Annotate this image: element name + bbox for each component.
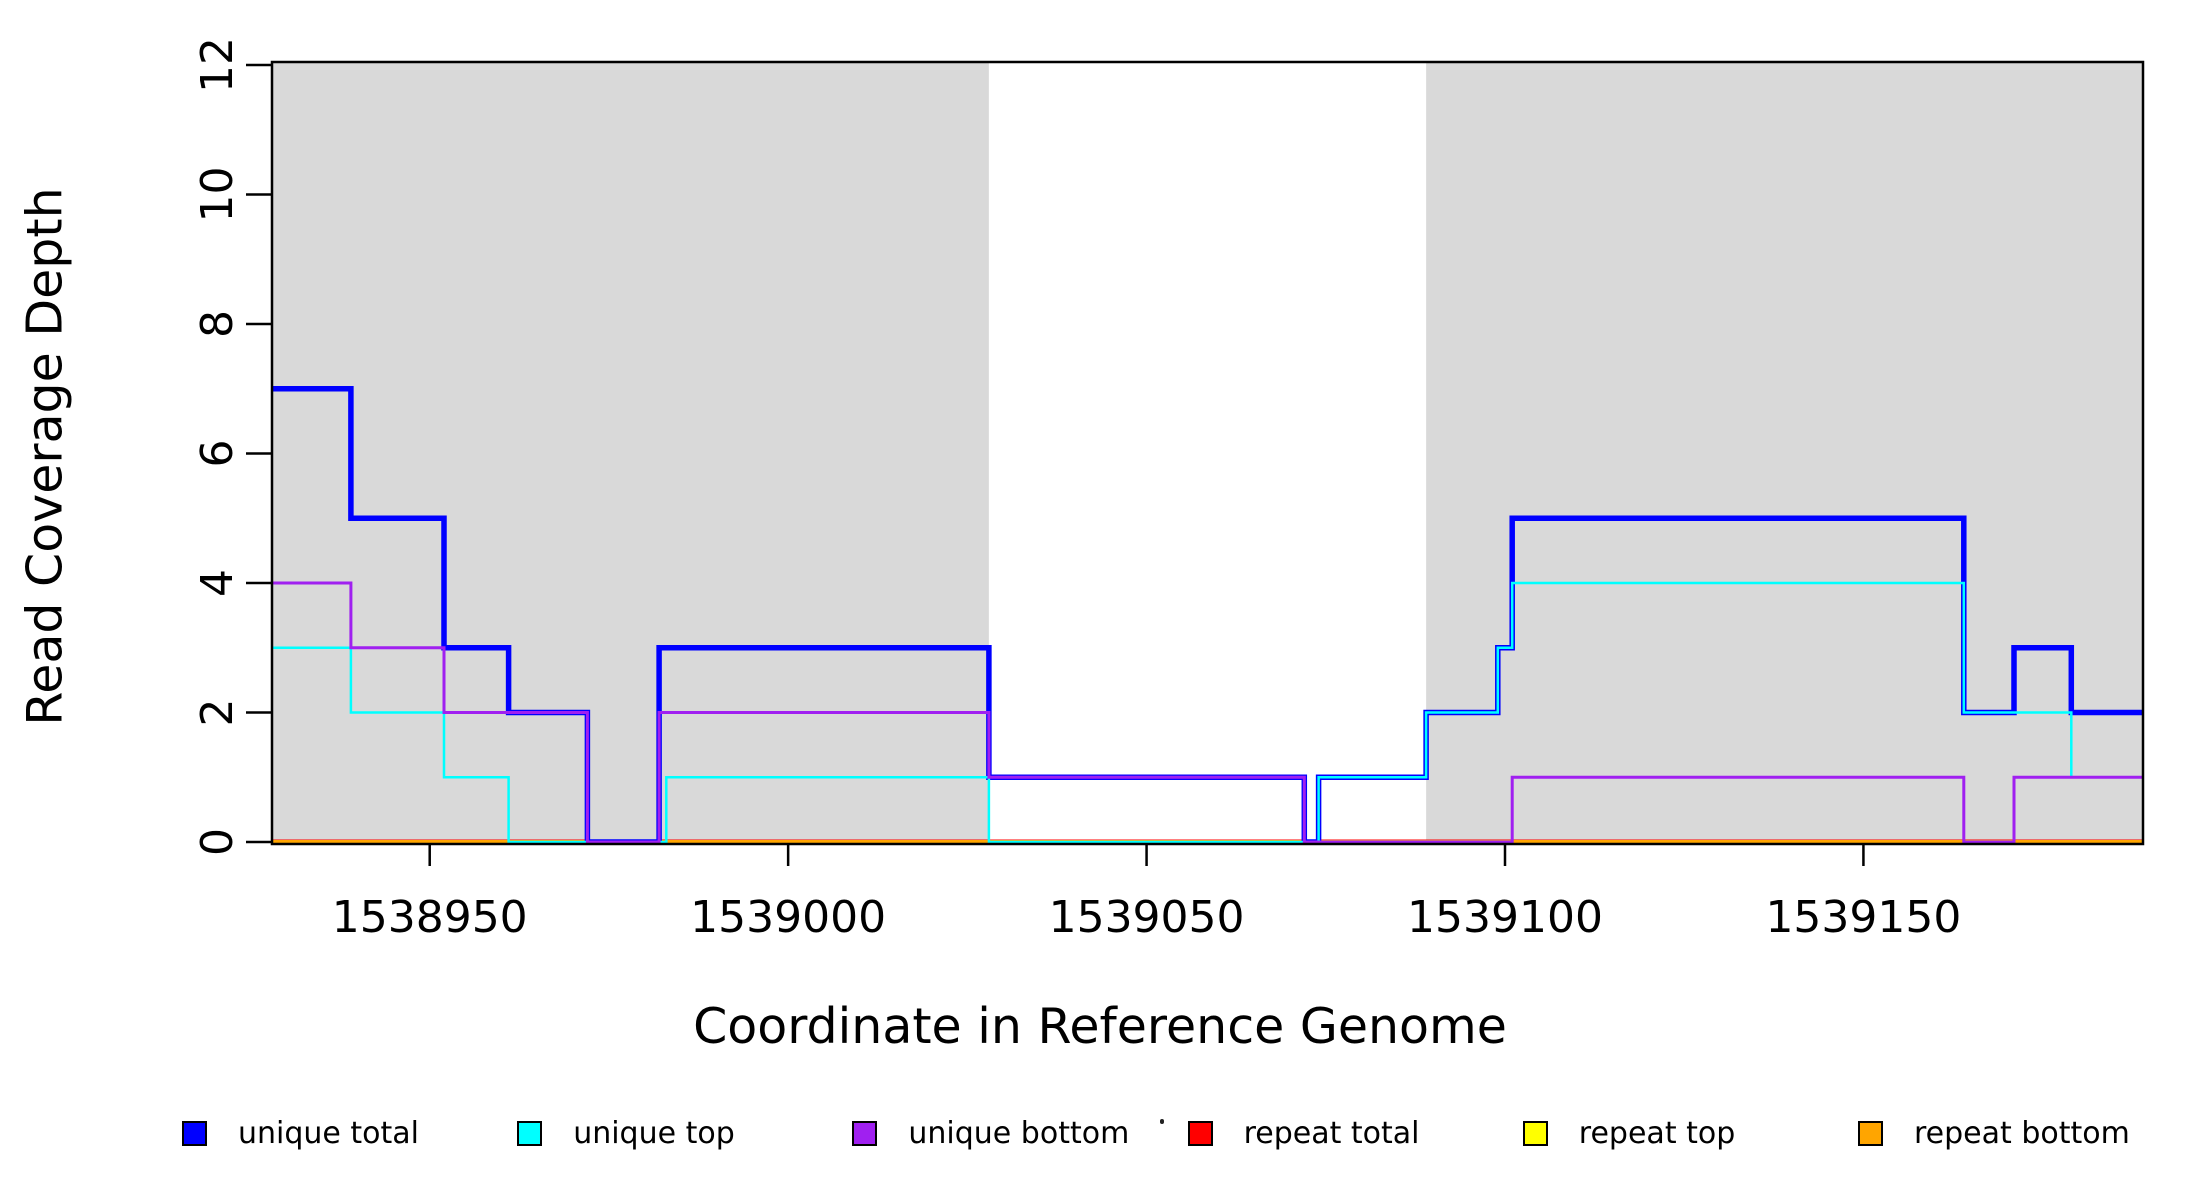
legend-label: repeat bottom [1914,1115,2130,1151]
y-tick-label: 8 [192,310,243,338]
legend-item-repeat-bottom: repeat bottom [1858,1115,2130,1151]
x-tick-label: 1539150 [1765,892,1961,943]
legend-item-repeat-top: repeat top [1522,1115,1736,1151]
shaded-region [1426,63,2143,843]
legend-label: repeat top [1578,1115,1736,1151]
series-line-unique-bottom [272,581,2143,844]
x-tick-label: 1539050 [1049,892,1245,943]
y-tick-label: 4 [192,569,243,597]
legend-label: unique top [573,1115,735,1151]
legend-label: unique bottom [908,1115,1130,1151]
unique-bottom-swatch-icon [852,1120,878,1146]
legend-item-unique-total: unique total [182,1115,420,1151]
legend-item-unique-bottom: unique bottom [852,1115,1130,1151]
y-tick-label: 10 [192,167,243,223]
repeat-top-swatch-icon [1522,1120,1548,1146]
repeat-bottom-swatch-icon [1858,1120,1883,1146]
repeat-total-swatch-icon [1187,1120,1213,1146]
x-axis-title: Coordinate in Reference Genome [693,998,1507,1055]
legend-label: repeat total [1243,1115,1420,1151]
legend-label: unique total [238,1115,420,1151]
y-tick-label: 0 [192,828,243,856]
shaded-region [272,63,989,843]
x-tick-label: 1539000 [690,892,886,943]
x-tick-label: 1539100 [1407,892,1603,943]
legend-item-repeat-total: repeat total [1187,1115,1420,1151]
series-line-unique-top [272,581,2143,844]
y-tick-label: 12 [192,37,243,93]
legend-item-unique-top: unique top [517,1115,735,1151]
y-tick-label: 6 [192,440,243,468]
unique-top-swatch-icon [517,1120,543,1146]
y-tick-label: 2 [192,699,243,727]
y-axis-title: Read Coverage Depth [16,187,74,726]
unique-total-swatch-icon [182,1120,207,1146]
stray-dot [1160,1119,1164,1124]
x-tick-label: 1538950 [332,892,528,943]
